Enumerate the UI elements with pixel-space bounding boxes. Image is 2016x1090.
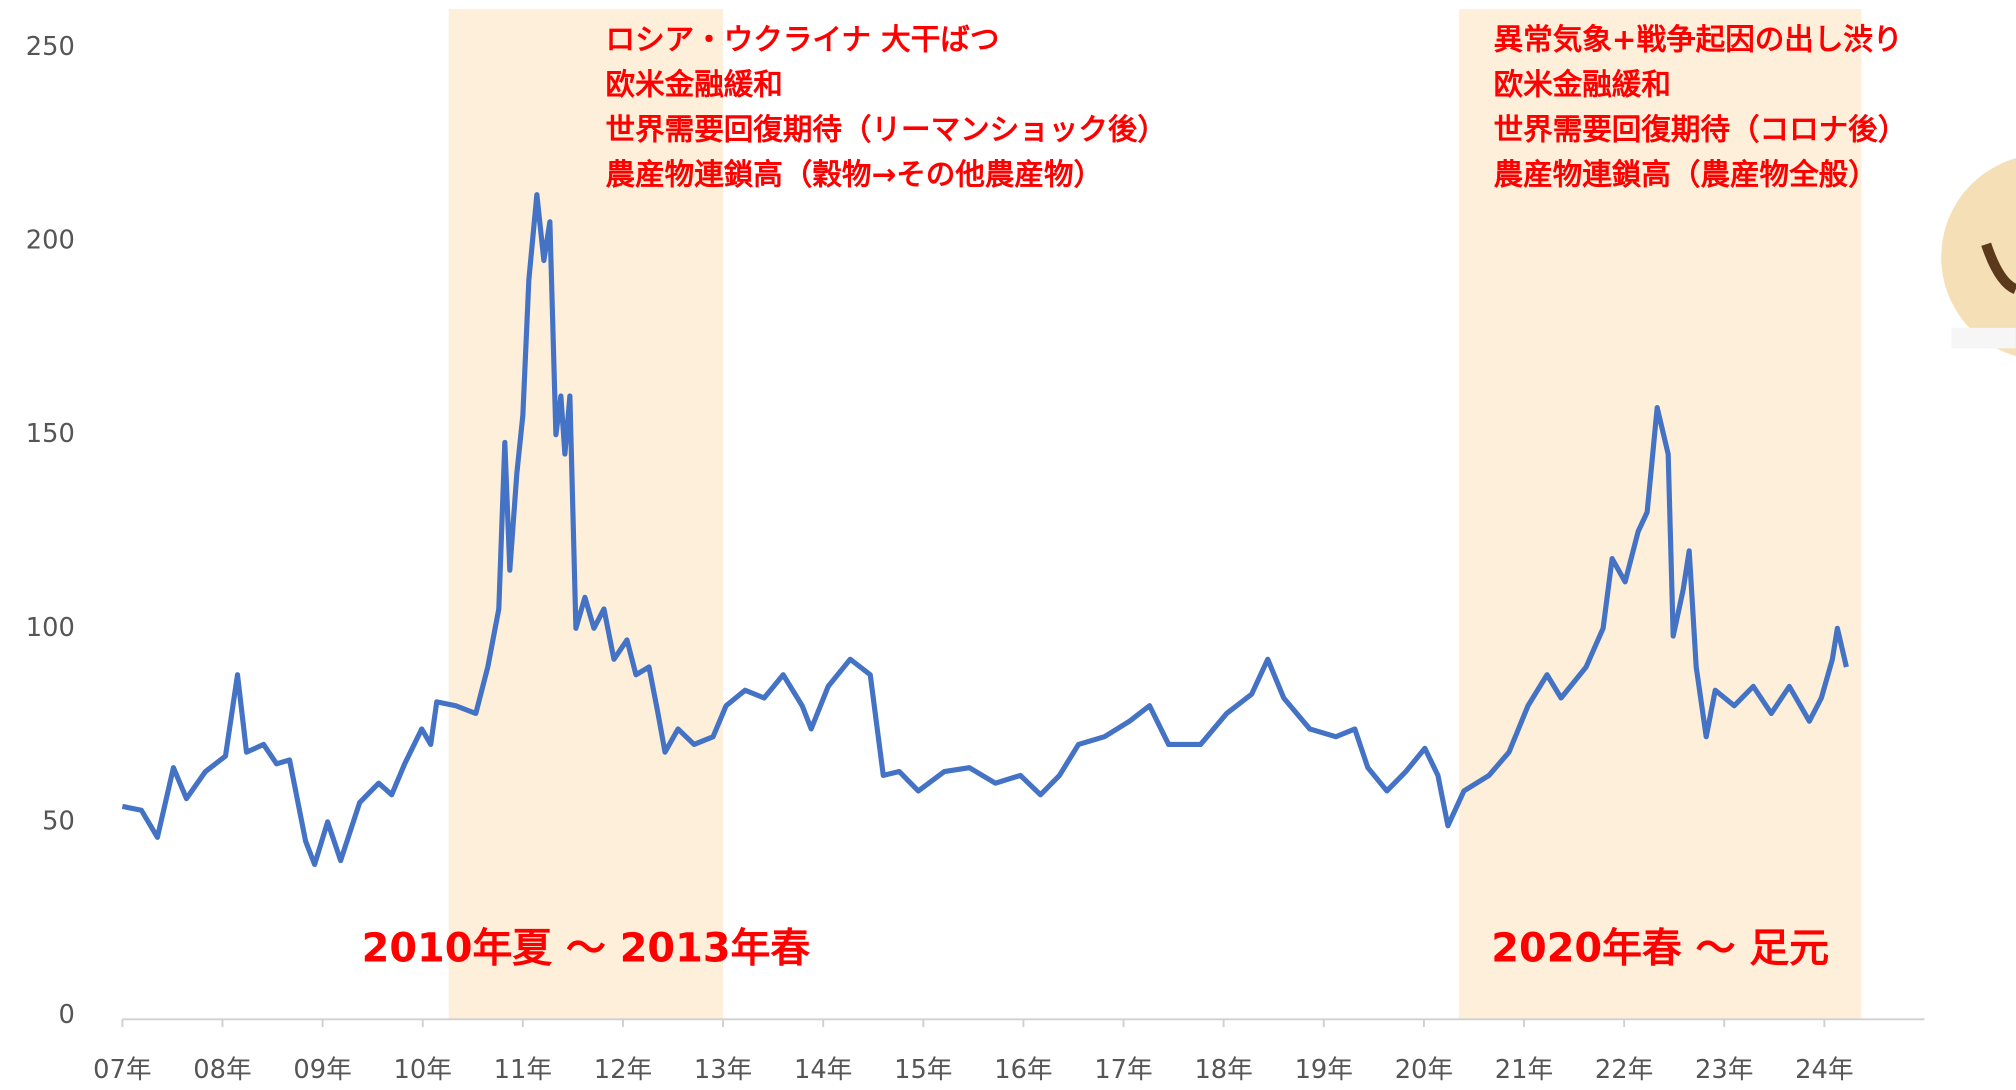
x-tick-label: 13年	[694, 1055, 752, 1085]
annotation-note: 欧米金融緩和	[1494, 68, 1671, 102]
highlight-label: 2010年夏 ～ 2013年春	[362, 926, 811, 972]
x-tick-label: 08年	[193, 1055, 251, 1085]
x-tick-label: 14年	[794, 1055, 852, 1085]
annotation-note: 欧米金融緩和	[606, 68, 783, 102]
y-tick-label: 150	[26, 419, 75, 449]
x-tick-label: 17年	[1094, 1055, 1152, 1085]
highlight-label: 2020年春 ～ 足元	[1491, 926, 1829, 972]
x-tick-label: 15年	[894, 1055, 952, 1085]
x-tick-label: 24年	[1795, 1055, 1853, 1085]
x-tick-label: 20年	[1395, 1055, 1453, 1085]
annotation-note: ロシア・ウクライナ 大干ばつ	[606, 23, 1000, 57]
x-tick-label: 10年	[394, 1055, 452, 1085]
x-tick-label: 16年	[994, 1055, 1052, 1085]
character-decoration	[1951, 328, 2015, 349]
x-tick-label: 18年	[1194, 1055, 1252, 1085]
x-tick-label: 09年	[293, 1055, 351, 1085]
y-tick-label: 100	[26, 613, 75, 643]
x-tick-label: 19年	[1295, 1055, 1353, 1085]
y-tick-label: 250	[26, 32, 75, 62]
y-tick-label: 200	[26, 226, 75, 256]
x-tick-label: 12年	[594, 1055, 652, 1085]
y-tick-label: 50	[42, 806, 75, 836]
x-tick-label: 22年	[1595, 1055, 1653, 1085]
x-tick-label: 11年	[494, 1055, 552, 1085]
x-tick-label: 23年	[1695, 1055, 1753, 1085]
annotation-note: 異常気象+戦争起因の出し渋り	[1494, 23, 1903, 57]
y-tick-label: 0	[58, 1000, 74, 1030]
chart: 0 50 100 150 200 250 07年 08年 09年 10年 11年 12年 13年 14年 1…	[0, 0, 2016, 1090]
annotation-note: 農産物連鎖高（穀物→その他農産物）	[606, 158, 1104, 192]
annotation-note: 世界需要回復期待（コロナ後）	[1494, 113, 1908, 147]
x-tick-label: 21年	[1495, 1055, 1553, 1085]
annotation-note: 世界需要回復期待（リーマンショック後）	[606, 113, 1167, 147]
page: 0 50 100 150 200 250 07年 08年 09年 10年 11年 12年 13年 14年 1…	[0, 0, 2016, 1090]
x-tick-label: 07年	[93, 1055, 151, 1085]
annotation-note: 農産物連鎖高（農産物全般）	[1494, 158, 1878, 192]
